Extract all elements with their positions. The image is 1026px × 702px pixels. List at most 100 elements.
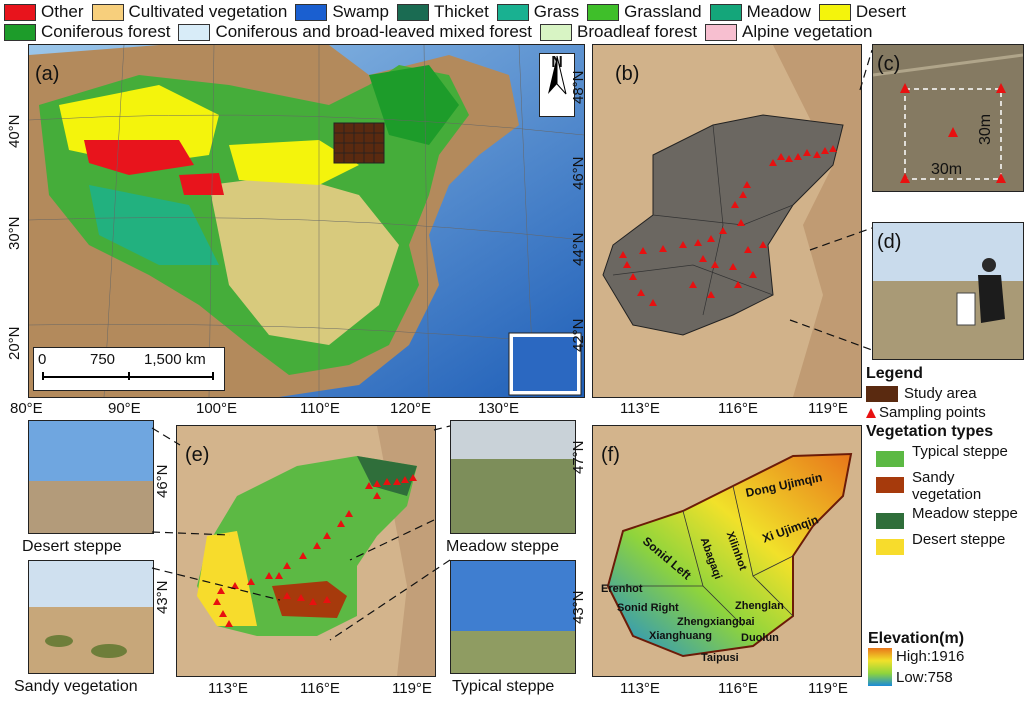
sampling-point	[219, 610, 227, 617]
panel-a-y-tick-30: 30°N	[6, 216, 23, 250]
sampling-point	[679, 241, 687, 248]
sampling-point	[323, 532, 331, 539]
legend-study-area-label: Study area	[904, 385, 977, 402]
photo-meadow-steppe	[450, 420, 576, 534]
legend-swatch	[540, 23, 573, 41]
sampling-point	[299, 552, 307, 559]
caption-sandy-vegetation: Sandy vegetation	[14, 678, 138, 695]
sampling-point	[734, 281, 742, 288]
meadow-steppe-area	[357, 456, 417, 496]
legend-swatch	[818, 3, 851, 21]
row1-entry: Thicket	[397, 2, 489, 22]
sampling-point	[313, 542, 321, 549]
panel-b-map: (b)	[592, 44, 862, 398]
corner-point-tl	[900, 83, 910, 93]
vegetation-swatch	[876, 539, 904, 555]
sampling-point	[659, 245, 667, 252]
sampling-point	[337, 520, 345, 527]
vegetation-legend-item: Sandy vegetation	[876, 469, 1026, 503]
sampling-point	[813, 151, 821, 158]
county-boundaries-f	[608, 485, 794, 627]
panel-b-y-tick-46: 46°N	[570, 156, 587, 190]
grass-area	[89, 185, 219, 265]
legend-swatch	[91, 3, 124, 21]
vegetation-swatch	[876, 513, 904, 529]
panel-a-x-tick-110: 110°E	[300, 400, 340, 417]
sampling-point	[729, 263, 737, 270]
sampling-point	[345, 510, 353, 517]
sampling-point	[283, 592, 291, 599]
sampling-point	[739, 191, 747, 198]
panel-b-x-tick-113: 113°E	[620, 400, 660, 417]
legend-label: Alpine vegetation	[742, 22, 873, 41]
panel-f-y-tick-47: 47°N	[570, 440, 587, 474]
sampling-point	[829, 145, 837, 152]
cultivated-area	[209, 175, 399, 345]
legend-swatch	[178, 23, 211, 41]
panel-e-map: (e)	[176, 425, 436, 677]
sampling-point	[297, 594, 305, 601]
sampling-point	[373, 492, 381, 499]
other-area-central	[179, 173, 224, 195]
panel-e-x-tick-119: 119°E	[392, 680, 432, 697]
caption-typical-steppe: Typical steppe	[452, 678, 555, 695]
plot-width-label: 30m	[931, 161, 963, 178]
panel-e-y-tick-43: 43°N	[154, 580, 171, 614]
sampling-point	[711, 261, 719, 268]
panel-e-label: (e)	[185, 444, 210, 466]
row2-entry: Coniferous forest	[4, 22, 170, 42]
region-label-erenhot: Erenhot	[601, 583, 643, 595]
inset-sea	[513, 337, 577, 391]
panel-b-x-tick-119: 119°E	[808, 400, 848, 417]
legend-label: Coniferous and broad-leaved mixed forest	[215, 22, 533, 41]
region-label-zhenglan: Zhenglan	[735, 600, 784, 612]
elevation-gradient	[868, 648, 892, 686]
sampling-point	[265, 572, 273, 579]
legend-swatch	[295, 3, 328, 21]
sampling-point	[393, 478, 401, 485]
study-area-swatch	[866, 385, 898, 402]
top-legend: Other Cultivated vegetation Swamp Thicket Gr…	[4, 2, 1026, 42]
sampling-point	[744, 246, 752, 253]
legend-swatch	[4, 3, 36, 21]
sampling-point	[373, 480, 381, 487]
vegetation-legend-item: Meadow steppe	[876, 505, 1026, 529]
legend-label: Thicket	[434, 2, 489, 21]
legend-study-area: Study area	[866, 385, 1026, 402]
legend-label: Broadleaf forest	[577, 22, 698, 41]
vegetation-legend-item: Desert steppe	[876, 531, 1026, 555]
sampling-point	[401, 476, 409, 483]
vegetation-label: Desert steppe	[912, 531, 1006, 548]
sampling-point	[737, 219, 745, 226]
panel-c-svg	[873, 45, 1023, 191]
vegetation-label: Sandy vegetation	[912, 469, 982, 503]
panel-e-sampling-points	[213, 474, 417, 627]
legend-swatch	[709, 3, 742, 21]
panel-a-y-tick-20: 20°N	[6, 326, 23, 360]
panel-e-y-tick-46: 46°N	[154, 464, 171, 498]
row1-entry: Grassland	[587, 2, 702, 22]
legend-swatch	[4, 23, 36, 41]
sampling-point	[777, 153, 785, 160]
sampling-point	[694, 239, 702, 246]
sampling-point	[365, 482, 373, 489]
sampling-point	[689, 281, 697, 288]
elevation-title: Elevation(m)	[868, 630, 965, 647]
sampling-point	[821, 147, 829, 154]
region-label-taipusi: Taipusi	[701, 652, 739, 664]
sampling-point	[409, 474, 417, 481]
row2-entry: Coniferous and broad-leaved mixed forest	[178, 22, 532, 42]
panel-b-label: (b)	[615, 63, 640, 85]
row2-entry: Alpine vegetation	[705, 22, 872, 42]
panel-a-x-tick-130: 130°E	[478, 400, 520, 417]
sampling-point	[309, 598, 317, 605]
panel-b-y-tick-42: 42°N	[570, 318, 587, 352]
top-legend-row-2: Coniferous forest Coniferous and broad-le…	[4, 22, 1026, 42]
legend-swatch	[587, 3, 620, 21]
sampling-point	[759, 241, 767, 248]
sampling-point-icon	[866, 407, 876, 418]
corner-point-bl	[900, 173, 910, 183]
panel-a-y-tick-40: 40°N	[6, 114, 23, 148]
panel-e-x-tick-116: 116°E	[300, 680, 340, 697]
